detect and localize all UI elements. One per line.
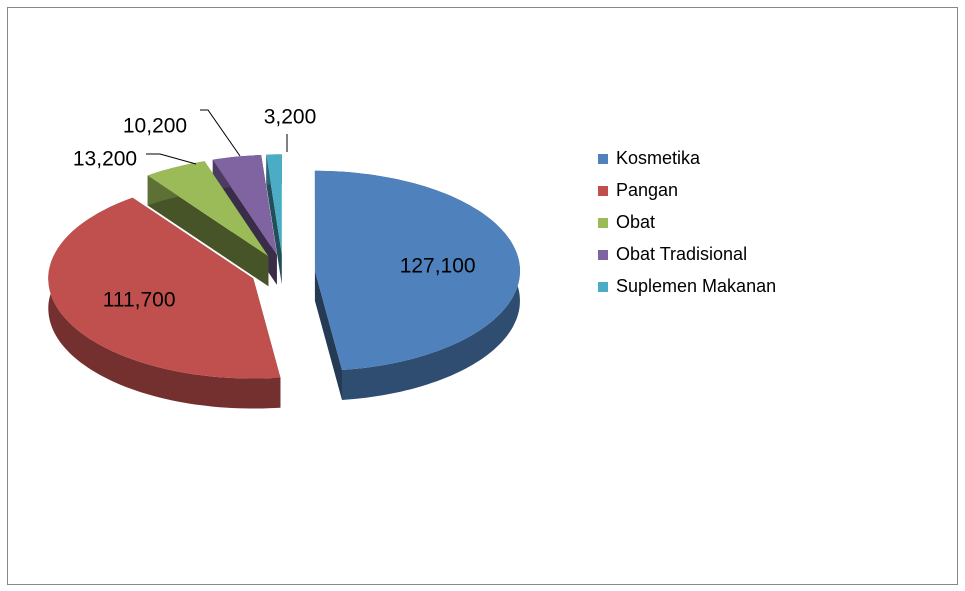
- slice: [48, 197, 281, 379]
- legend-label: Pangan: [616, 180, 678, 200]
- legend-label: Obat: [616, 212, 655, 232]
- slice: [266, 154, 282, 255]
- slice-wall: [48, 197, 281, 409]
- data-label: 13,200: [73, 148, 137, 171]
- slice: [147, 161, 269, 257]
- slice-side: [314, 270, 342, 400]
- legend-swatch: [598, 186, 608, 196]
- legend-label: Suplemen Makanan: [616, 276, 776, 296]
- slice-side: [266, 154, 282, 285]
- legend-swatch: [598, 250, 608, 260]
- pie: [48, 154, 520, 409]
- data-label: 3,200: [264, 106, 317, 129]
- legend-label: Kosmetika: [616, 148, 701, 168]
- leader-line: [146, 153, 197, 165]
- slice-side: [147, 175, 269, 287]
- legend: Kosmetika Pangan Obat Obat Tradisional Suple…: [598, 148, 776, 296]
- legend-swatch: [598, 282, 608, 292]
- data-label: 10,200: [123, 115, 187, 138]
- data-label: 111,700: [103, 288, 176, 311]
- legend-swatch: [598, 154, 608, 164]
- slice: [314, 170, 520, 370]
- legend-label: Obat Tradisional: [616, 244, 747, 264]
- slice: [212, 155, 277, 255]
- legend-swatch: [598, 218, 608, 228]
- leader-line: [200, 109, 241, 157]
- data-label: 127,100: [400, 254, 476, 277]
- labels: 127,100 111,700 13,200 10,200 3,200: [73, 106, 476, 312]
